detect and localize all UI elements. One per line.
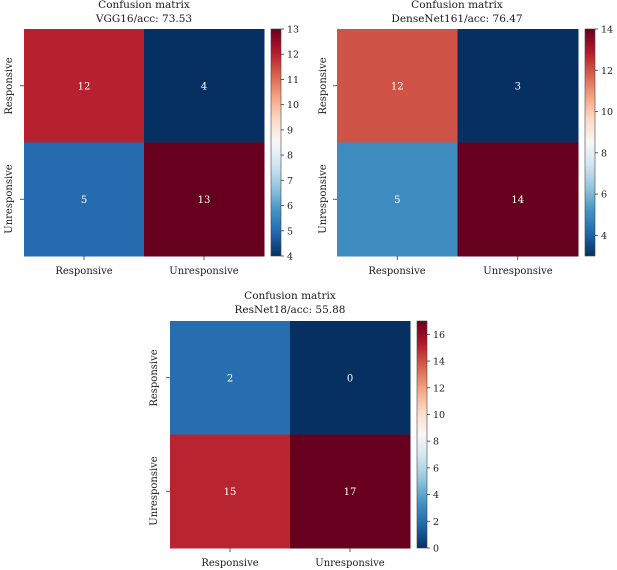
colorbar-tick-label: 13 [287, 25, 299, 36]
x-tick-label: Responsive [55, 266, 112, 277]
cell-value-label: 13 [198, 195, 211, 206]
colorbar-tick-label: 14 [433, 357, 445, 368]
cell-value-label: 5 [81, 195, 87, 206]
y-tick-label: Responsive [318, 57, 329, 114]
colorbar-tick-label: 8 [433, 437, 439, 448]
chart-title: Confusion matrix [98, 0, 190, 11]
heatmap-panel-vgg16: Confusion matrix VGG16/acc: 73.53 Respon… [4, 0, 299, 277]
colorbar [416, 320, 428, 549]
x-tick-label: Responsive [368, 266, 425, 277]
colorbar-tick-label: 10 [287, 100, 299, 111]
cell-value-label: 12 [78, 81, 91, 92]
colorbar-tick-label: 8 [287, 151, 293, 162]
x-tick-label: Unresponsive [169, 266, 239, 277]
chart-subtitle: DenseNet161/acc: 76.47 [391, 13, 522, 25]
x-tick-label: Unresponsive [315, 558, 385, 569]
x-tick-label: Unresponsive [483, 266, 553, 277]
heatmap-cell [170, 434, 291, 549]
colorbar [270, 28, 282, 257]
colorbar-tick-label: 10 [601, 107, 613, 118]
y-tick-label: Unresponsive [4, 164, 15, 234]
heatmap-cell [144, 142, 265, 257]
heatmap-cell [170, 321, 291, 435]
heatmap-panel-densenet161: Confusion matrix DenseNet161/acc: 76.47 … [318, 0, 613, 277]
heatmap-cell [290, 434, 411, 549]
cell-value-label: 4 [201, 81, 207, 92]
colorbar-tick-label: 12 [433, 383, 445, 394]
colorbar-tick-label: 0 [433, 544, 439, 555]
colorbar-tick-label: 4 [601, 231, 607, 242]
heatmap-cell [290, 321, 411, 435]
chart-title: Confusion matrix [411, 0, 503, 11]
colorbar-tick-label: 7 [287, 176, 293, 187]
heatmap-panel-resnet18: Confusion matrix ResNet18/acc: 55.88 Res… [149, 290, 445, 569]
cell-value-label: 12 [391, 81, 404, 92]
colorbar-tick-label: 8 [601, 148, 607, 159]
chart-title: Confusion matrix [244, 290, 336, 302]
colorbar-tick-label: 11 [287, 75, 299, 86]
colorbar-tick-label: 2 [433, 517, 439, 528]
heatmap-cell [144, 29, 265, 143]
colorbar-tick-label: 9 [287, 125, 293, 136]
y-tick-label: Unresponsive [149, 456, 160, 526]
heatmap-cell [457, 29, 579, 143]
colorbar-tick-label: 14 [601, 25, 613, 36]
x-tick-label: Responsive [201, 558, 258, 569]
cell-value-label: 3 [515, 81, 521, 92]
colorbar-tick-label: 4 [287, 252, 293, 263]
colorbar-tick-label: 5 [287, 226, 293, 237]
cell-value-label: 2 [227, 373, 233, 384]
chart-subtitle: ResNet18/acc: 55.88 [235, 304, 346, 316]
heatmap-cell [337, 142, 458, 257]
colorbar [584, 28, 596, 257]
y-tick-label: Responsive [4, 57, 15, 114]
chart-subtitle: VGG16/acc: 73.53 [95, 13, 192, 25]
cell-value-label: 15 [224, 487, 237, 498]
colorbar-tick-label: 6 [433, 463, 439, 474]
cell-value-label: 17 [344, 487, 357, 498]
cell-value-label: 14 [511, 195, 524, 206]
colorbar-tick-label: 4 [433, 490, 439, 501]
cell-value-label: 5 [394, 195, 400, 206]
colorbar-tick-label: 16 [433, 330, 445, 341]
heatmap-cell [24, 29, 145, 143]
colorbar-tick-label: 12 [601, 66, 613, 77]
colorbar-tick-label: 12 [287, 50, 299, 61]
heatmap-cell [457, 142, 579, 257]
y-tick-label: Responsive [149, 349, 160, 406]
y-tick-label: Unresponsive [318, 164, 329, 234]
colorbar-tick-label: 6 [601, 190, 607, 201]
heatmap-cell [24, 142, 145, 257]
colorbar-tick-label: 10 [433, 410, 445, 421]
cell-value-label: 0 [347, 373, 353, 384]
heatmap-cell [337, 29, 458, 143]
colorbar-tick-label: 6 [287, 201, 293, 212]
